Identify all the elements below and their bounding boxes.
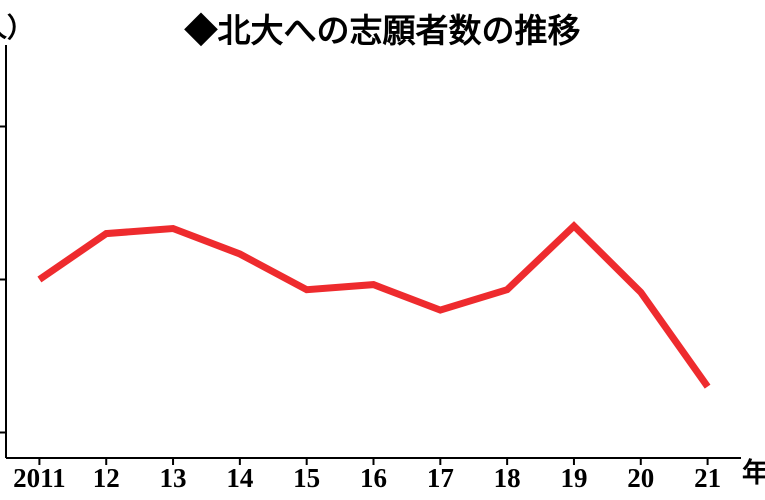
x-tick-label: 12 (93, 463, 120, 494)
x-tick-label: 15 (293, 463, 320, 494)
x-tick-label: 19 (560, 463, 587, 494)
chart-plot (0, 0, 765, 500)
x-tick-label: 18 (494, 463, 521, 494)
x-tick-label: 17 (427, 463, 454, 494)
x-tick-label: 21 (694, 463, 721, 494)
x-tick-label: 20 (627, 463, 654, 494)
chart-container: ◆北大への志願者数の推移 人） 年 0000000002011121314151… (0, 0, 765, 500)
x-tick-label: 14 (226, 463, 253, 494)
data-line (39, 226, 707, 387)
x-tick-label: 16 (360, 463, 387, 494)
x-tick-label: 13 (160, 463, 187, 494)
x-tick-label: 2011 (13, 463, 66, 494)
